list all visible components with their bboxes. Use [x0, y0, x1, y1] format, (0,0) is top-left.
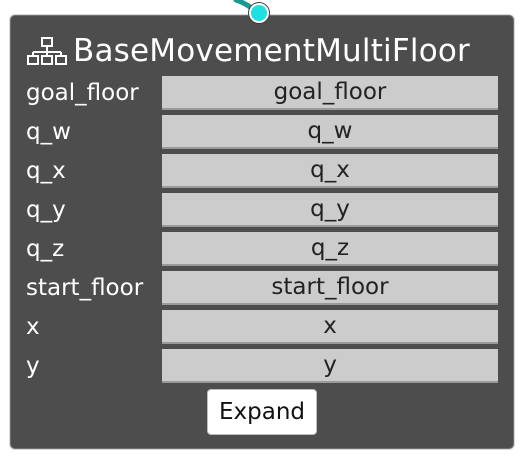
field-row-y: y y	[10, 348, 514, 384]
field-label: q_z	[26, 236, 65, 262]
q-x-input[interactable]: q_x	[162, 154, 498, 188]
field-row-q-x: q_x q_x	[10, 153, 514, 189]
input-port[interactable]	[249, 3, 269, 23]
field-row-q-z: q_z q_z	[10, 231, 514, 267]
q-z-input[interactable]: q_z	[162, 232, 498, 266]
field-label: goal_floor	[26, 80, 139, 106]
field-label: q_x	[26, 158, 66, 184]
hierarchy-icon	[27, 37, 67, 65]
field-row-q-y: q_y q_y	[10, 192, 514, 228]
goal-floor-input[interactable]: goal_floor	[162, 76, 498, 110]
field-row-goal-floor: goal_floor goal_floor	[10, 75, 514, 111]
node-title: BaseMovementMultiFloor	[73, 33, 470, 69]
field-label: x	[26, 314, 40, 340]
field-label: q_w	[26, 119, 71, 145]
q-y-input[interactable]: q_y	[162, 193, 498, 227]
field-row-x: x x	[10, 309, 514, 345]
x-input[interactable]: x	[162, 310, 498, 344]
q-w-input[interactable]: q_w	[162, 115, 498, 149]
behavior-node[interactable]: BaseMovementMultiFloor goal_floor goal_f…	[9, 14, 515, 450]
node-header[interactable]: BaseMovementMultiFloor	[27, 31, 470, 71]
field-row-q-w: q_w q_w	[10, 114, 514, 150]
start-floor-input[interactable]: start_floor	[162, 271, 498, 305]
field-row-start-floor: start_floor start_floor	[10, 270, 514, 306]
expand-button[interactable]: Expand	[207, 389, 317, 435]
y-input[interactable]: y	[162, 349, 498, 383]
field-label: q_y	[26, 197, 66, 223]
field-label: start_floor	[26, 275, 144, 301]
field-label: y	[26, 353, 40, 379]
